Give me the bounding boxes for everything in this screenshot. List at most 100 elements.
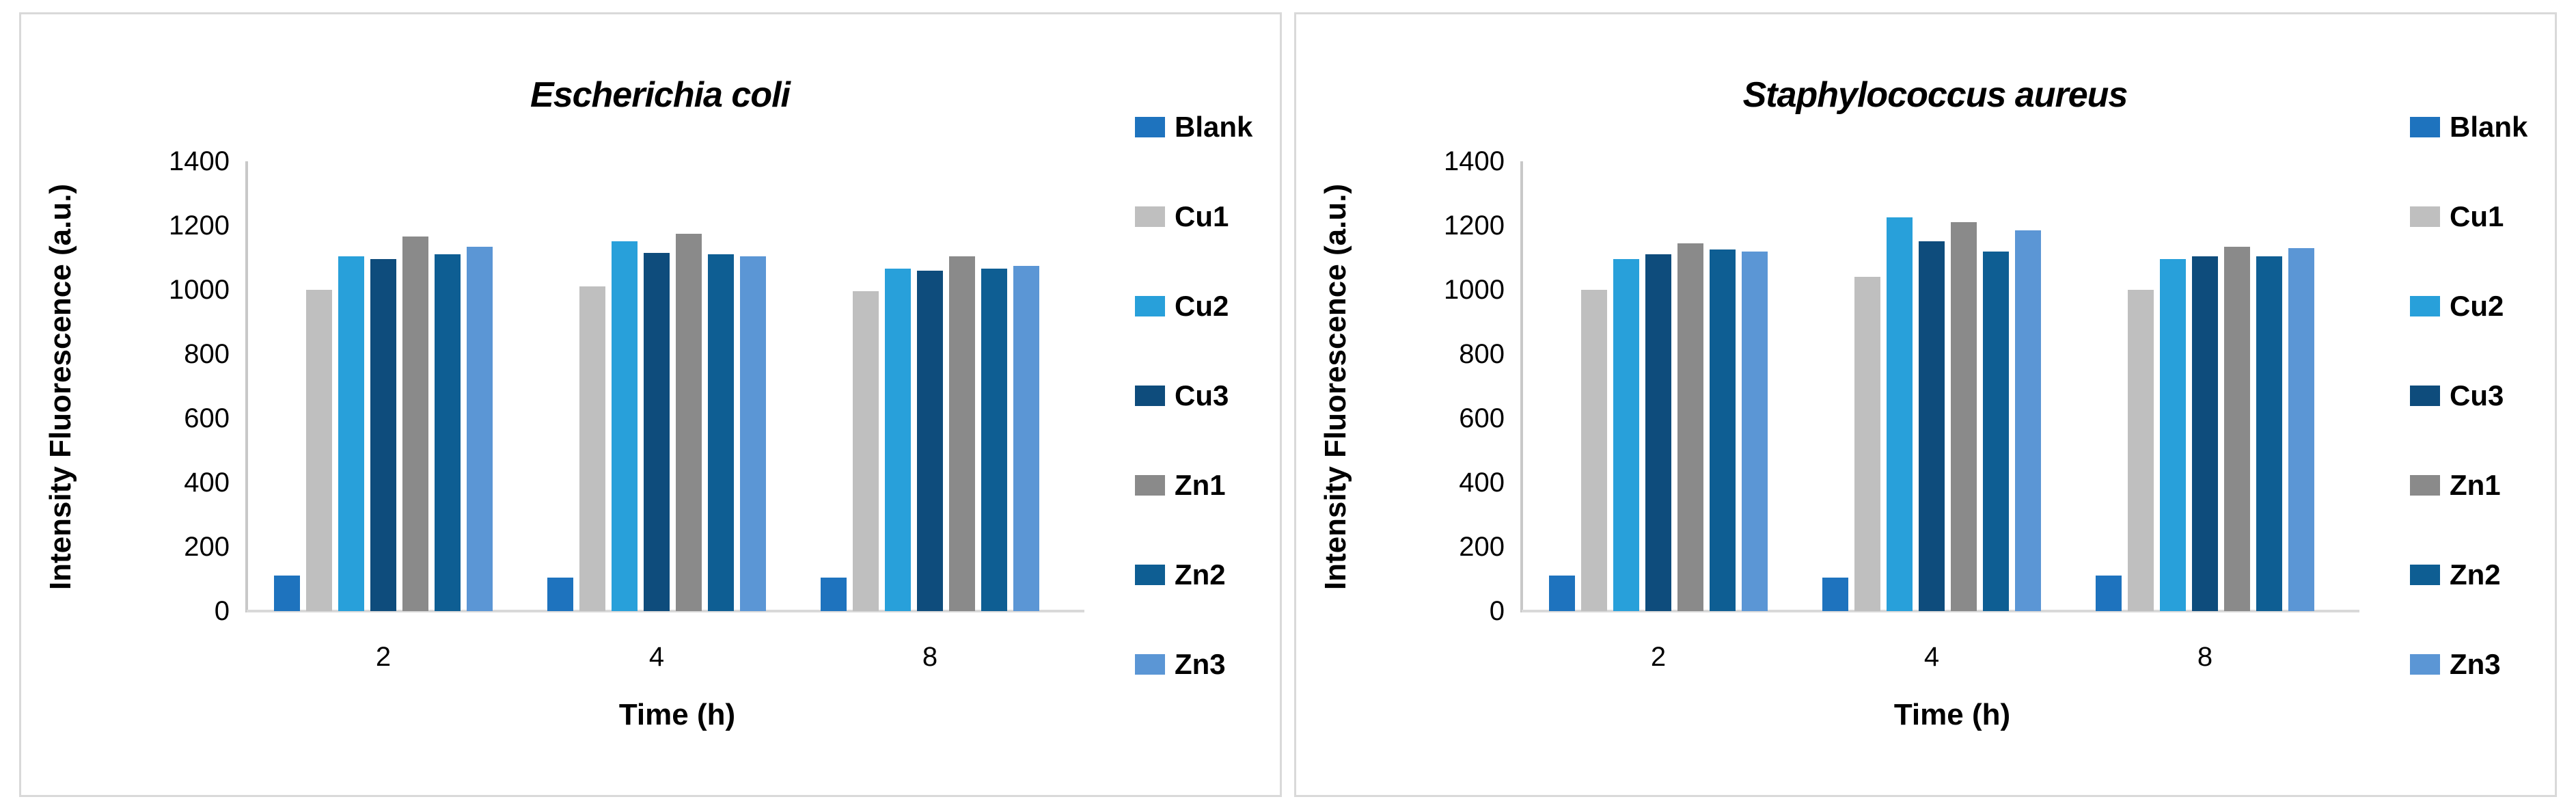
y-axis-title: Intensity Fluorescence (a.u.) (44, 183, 77, 591)
legend-label-zn2: Zn2 (1175, 558, 1226, 591)
legend-label-cu1: Cu1 (1175, 200, 1229, 232)
bar-zn1-4h (1951, 222, 1977, 611)
x-tick-label-4h: 4 (648, 642, 665, 672)
y-tick-label-200: 200 (184, 532, 230, 562)
bar-cu1-8h (853, 291, 879, 611)
bar-cu2-8h (2160, 259, 2186, 611)
legend-label-cu3: Cu3 (2450, 379, 2504, 411)
bar-cu2-4h (612, 241, 638, 611)
legend-swatch-zn1 (1135, 475, 1165, 496)
bar-cu3-8h (917, 271, 943, 611)
legend-swatch-cu1 (1135, 206, 1165, 227)
y-tick-label-1000: 1000 (169, 275, 230, 305)
x-axis-line (1522, 610, 2359, 612)
bar-zn1-4h (676, 234, 702, 611)
bar-zn3-8h (1013, 266, 1039, 611)
bar-blank-8h (2096, 576, 2122, 611)
x-tick-label-2h: 2 (375, 642, 392, 672)
bar-cu1-4h (1854, 277, 1880, 611)
legend-label-cu2: Cu2 (1175, 290, 1229, 322)
y-axis-line (245, 161, 248, 612)
y-tick-label-400: 400 (1459, 468, 1505, 498)
legend-label-blank: Blank (2450, 111, 2528, 143)
legend-swatch-cu2 (2410, 296, 2440, 316)
bar-zn1-8h (949, 256, 975, 611)
y-tick-label-0: 0 (214, 596, 230, 626)
bar-zn3-2h (467, 247, 493, 611)
y-tick-label-1200: 1200 (1444, 211, 1505, 241)
y-tick-label-400: 400 (184, 468, 230, 498)
y-axis-title: Intensity Fluorescence (a.u.) (1319, 183, 1352, 591)
legend-label-blank: Blank (1175, 111, 1253, 143)
chart-title: Escherichia coli (530, 75, 791, 115)
legend-swatch-blank (2410, 117, 2440, 137)
bar-zn1-8h (2224, 247, 2250, 611)
x-tick-label-8h: 8 (2197, 642, 2213, 672)
bar-blank-2h (1549, 576, 1575, 611)
bar-cu2-2h (1613, 259, 1639, 611)
bar-zn3-4h (740, 256, 766, 611)
bar-cu1-8h (2128, 290, 2154, 611)
bar-cu3-2h (1645, 254, 1671, 611)
x-axis-line (247, 610, 1084, 612)
legend-label-cu2: Cu2 (2450, 290, 2504, 322)
legend-label-zn2: Zn2 (2450, 558, 2501, 591)
bar-cu3-4h (1919, 241, 1945, 611)
y-tick-label-1400: 1400 (1444, 146, 1505, 176)
legend-swatch-cu3 (1135, 386, 1165, 406)
chart-panel-ecoli: Escherichia coli Intensity Fluorescence … (19, 12, 1282, 797)
legend-label-zn3: Zn3 (2450, 648, 2501, 680)
bar-cu3-4h (644, 253, 670, 611)
bar-zn3-8h (2288, 248, 2314, 611)
bar-blank-4h (547, 578, 573, 611)
chart-title: Staphylococcus aureus (1742, 75, 2128, 115)
bar-zn2-8h (2256, 256, 2282, 611)
bar-cu2-4h (1887, 217, 1913, 611)
y-tick-label-600: 600 (184, 403, 230, 433)
legend-swatch-zn3 (2410, 654, 2440, 675)
bar-cu1-2h (306, 290, 332, 611)
bar-cu1-4h (579, 286, 605, 611)
legend-swatch-zn3 (1135, 654, 1165, 675)
legend-swatch-cu1 (2410, 206, 2440, 227)
bar-zn2-4h (708, 254, 734, 611)
legend-swatch-zn2 (2410, 565, 2440, 585)
y-axis-line (1520, 161, 1523, 612)
legend-label-cu1: Cu1 (2450, 200, 2504, 232)
bar-zn2-4h (1983, 252, 2009, 611)
x-tick-label-8h: 8 (922, 642, 938, 672)
x-tick-label-2h: 2 (1650, 642, 1667, 672)
legend-label-cu3: Cu3 (1175, 379, 1229, 411)
bar-zn2-2h (1710, 249, 1736, 611)
y-tick-label-800: 800 (1459, 339, 1505, 369)
bar-cu3-8h (2192, 256, 2218, 611)
bar-cu1-2h (1581, 290, 1607, 611)
legend-swatch-zn1 (2410, 475, 2440, 496)
bar-zn2-8h (981, 269, 1007, 611)
bar-zn3-4h (2015, 230, 2041, 611)
legend-label-zn1: Zn1 (2450, 469, 2501, 501)
bar-cu3-2h (370, 259, 396, 611)
y-tick-label-0: 0 (1489, 596, 1505, 626)
bar-zn3-2h (1742, 252, 1768, 611)
chart-panel-saureus: Staphylococcus aureus Intensity Fluoresc… (1294, 12, 2557, 797)
bar-blank-2h (274, 576, 300, 611)
bar-blank-4h (1822, 578, 1848, 611)
x-axis-title: Time (h) (1893, 698, 2011, 731)
bar-cu2-8h (885, 269, 911, 611)
y-tick-label-1000: 1000 (1444, 275, 1505, 305)
bar-blank-8h (821, 578, 847, 611)
legend-swatch-cu3 (2410, 386, 2440, 406)
x-tick-label-4h: 4 (1923, 642, 1940, 672)
legend-label-zn3: Zn3 (1175, 648, 1226, 680)
x-axis-title: Time (h) (618, 698, 736, 731)
y-tick-label-1200: 1200 (169, 211, 230, 241)
bar-zn1-2h (1677, 243, 1703, 611)
y-tick-label-600: 600 (1459, 403, 1505, 433)
legend-label-zn1: Zn1 (1175, 469, 1226, 501)
y-tick-label-1400: 1400 (169, 146, 230, 176)
bar-zn1-2h (402, 237, 428, 611)
bar-zn2-2h (435, 254, 461, 611)
y-tick-label-800: 800 (184, 339, 230, 369)
